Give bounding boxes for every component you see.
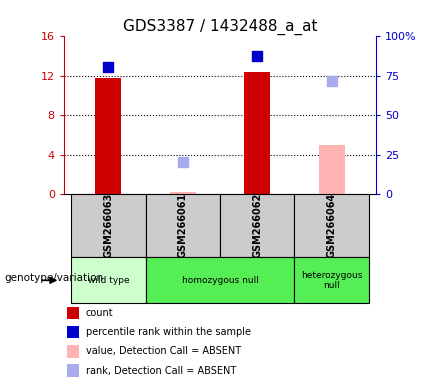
Point: [254, 53, 261, 59]
Bar: [146, 194, 220, 257]
Bar: [146, 257, 294, 303]
Point: [179, 159, 186, 166]
Bar: [67, 307, 79, 319]
Bar: [294, 194, 369, 257]
Bar: [220, 194, 294, 257]
Text: value, Detection Call = ABSENT: value, Detection Call = ABSENT: [86, 346, 241, 356]
Text: GSM266061: GSM266061: [178, 193, 188, 258]
Bar: [71, 257, 146, 303]
Bar: [67, 326, 79, 338]
Text: GSM266064: GSM266064: [326, 193, 337, 258]
Text: heterozygous
null: heterozygous null: [301, 271, 362, 290]
Bar: [67, 364, 79, 377]
Point: [328, 78, 335, 84]
Bar: [319, 145, 345, 194]
Title: GDS3387 / 1432488_a_at: GDS3387 / 1432488_a_at: [123, 19, 317, 35]
Bar: [67, 345, 79, 358]
Bar: [170, 192, 196, 194]
Text: rank, Detection Call = ABSENT: rank, Detection Call = ABSENT: [86, 366, 236, 376]
Bar: [95, 78, 121, 194]
Text: percentile rank within the sample: percentile rank within the sample: [86, 327, 251, 337]
Text: homozygous null: homozygous null: [182, 276, 258, 285]
Text: genotype/variation: genotype/variation: [4, 273, 103, 283]
Text: count: count: [86, 308, 113, 318]
Bar: [294, 257, 369, 303]
Bar: [244, 72, 270, 194]
Text: wild type: wild type: [88, 276, 129, 285]
Text: GSM266063: GSM266063: [103, 193, 114, 258]
Point: [105, 64, 112, 70]
Text: GSM266062: GSM266062: [252, 193, 262, 258]
Bar: [71, 194, 146, 257]
